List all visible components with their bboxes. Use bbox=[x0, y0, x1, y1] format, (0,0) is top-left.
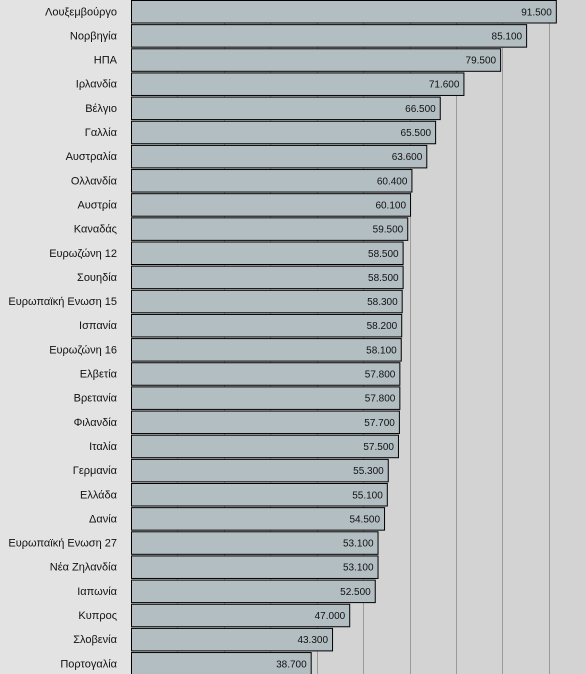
bar bbox=[131, 241, 404, 265]
value-label: 58.200 bbox=[367, 321, 398, 332]
value-label: 63.600 bbox=[392, 152, 423, 163]
bar bbox=[131, 217, 409, 241]
category-label: Ιαπωνία bbox=[77, 586, 117, 598]
value-label: 53.100 bbox=[343, 563, 374, 574]
value-label: 43.300 bbox=[297, 635, 328, 646]
category-label: Ευρωζώνη 12 bbox=[49, 248, 117, 260]
bar bbox=[131, 579, 376, 604]
bar bbox=[131, 96, 441, 121]
category-label: Αυστρία bbox=[77, 199, 117, 211]
value-label: 58.300 bbox=[367, 297, 398, 308]
bar bbox=[131, 410, 400, 435]
value-label: 38.700 bbox=[276, 659, 307, 670]
category-label: Πορτογαλία bbox=[60, 658, 117, 670]
category-label: Ελβετία bbox=[80, 369, 118, 381]
bar bbox=[131, 627, 334, 652]
value-label: 79.500 bbox=[466, 56, 497, 67]
value-label: 58.500 bbox=[368, 273, 399, 284]
category-label: Ευρωπαϊκή Ενωση 15 bbox=[8, 296, 117, 308]
value-label: 54.500 bbox=[349, 514, 380, 525]
value-label: 52.500 bbox=[340, 587, 371, 598]
category-label: Ευρωζώνη 16 bbox=[49, 344, 117, 356]
value-label: 53.100 bbox=[343, 539, 374, 550]
category-label: Νέα Ζηλανδία bbox=[50, 562, 118, 574]
bar bbox=[131, 144, 428, 169]
category-label: Ολλανδία bbox=[71, 175, 118, 187]
value-label: 57.800 bbox=[365, 394, 396, 405]
value-label: 65.500 bbox=[401, 128, 432, 139]
category-label: Κυπρος bbox=[78, 610, 117, 622]
category-label: Νορβηγία bbox=[70, 30, 118, 42]
bar bbox=[131, 48, 502, 72]
bar bbox=[131, 0, 557, 24]
category-label: Γερμανία bbox=[73, 465, 118, 477]
value-label: 57.800 bbox=[365, 370, 396, 381]
bar bbox=[131, 434, 399, 459]
category-label: Δανία bbox=[89, 513, 118, 525]
category-label: Ιταλία bbox=[89, 441, 118, 453]
bar bbox=[131, 313, 403, 338]
value-label: 60.100 bbox=[375, 200, 406, 211]
bar bbox=[131, 652, 312, 674]
category-label: ΗΠΑ bbox=[94, 55, 118, 67]
category-label: Ιρλανδία bbox=[76, 79, 118, 91]
value-label: 58.500 bbox=[368, 249, 399, 260]
bar bbox=[131, 555, 379, 579]
value-label: 57.700 bbox=[364, 418, 395, 429]
bar bbox=[131, 72, 465, 96]
bar bbox=[131, 265, 404, 290]
bar bbox=[131, 169, 413, 193]
category-label: Καναδάς bbox=[74, 224, 117, 236]
value-label: 85.100 bbox=[492, 31, 523, 42]
bar bbox=[131, 603, 351, 628]
value-label: 57.500 bbox=[363, 442, 394, 453]
category-label: Βέλγιο bbox=[85, 103, 117, 115]
value-label: 59.500 bbox=[373, 225, 404, 236]
bar bbox=[131, 531, 379, 555]
bar bbox=[131, 483, 388, 507]
bar bbox=[131, 507, 386, 531]
category-label: Σουηδία bbox=[77, 272, 118, 284]
value-label: 47.000 bbox=[315, 611, 346, 622]
bar bbox=[131, 289, 403, 314]
value-labels: 91.500 85.100 79.500 71.600 66.500 65.500 63.6… bbox=[276, 7, 552, 670]
bars bbox=[131, 0, 557, 674]
category-label: Λουξεμβούργο bbox=[45, 6, 117, 18]
bar bbox=[131, 362, 401, 386]
value-label: 58.100 bbox=[366, 345, 397, 356]
value-label: 55.100 bbox=[352, 490, 383, 501]
bar bbox=[131, 120, 437, 145]
category-label: Φιλανδία bbox=[74, 417, 118, 429]
bar bbox=[131, 458, 389, 483]
value-label: 60.400 bbox=[377, 176, 408, 187]
category-label: Γαλλία bbox=[85, 127, 118, 139]
bar bbox=[131, 24, 528, 48]
category-label: Βρετανία bbox=[74, 393, 118, 405]
bar bbox=[131, 386, 401, 410]
bar bbox=[131, 193, 412, 217]
value-label: 66.500 bbox=[405, 104, 436, 115]
label-panel bbox=[0, 0, 131, 674]
category-label: Σλοβενία bbox=[73, 634, 117, 646]
category-label: Ελλάδα bbox=[80, 489, 118, 501]
value-label: 71.600 bbox=[429, 80, 460, 91]
category-label: Ευρωπαϊκή Ενωση 27 bbox=[8, 538, 117, 550]
value-label: 91.500 bbox=[521, 7, 552, 18]
category-label: Αυστραλία bbox=[66, 151, 118, 163]
category-labels: Λουξεμβούργο Νορβηγία ΗΠΑ Ιρλανδία Βέλγιο Γαλ… bbox=[8, 6, 117, 670]
bar bbox=[131, 338, 402, 362]
category-label: Ισπανία bbox=[79, 320, 118, 332]
value-label: 55.300 bbox=[353, 466, 384, 477]
